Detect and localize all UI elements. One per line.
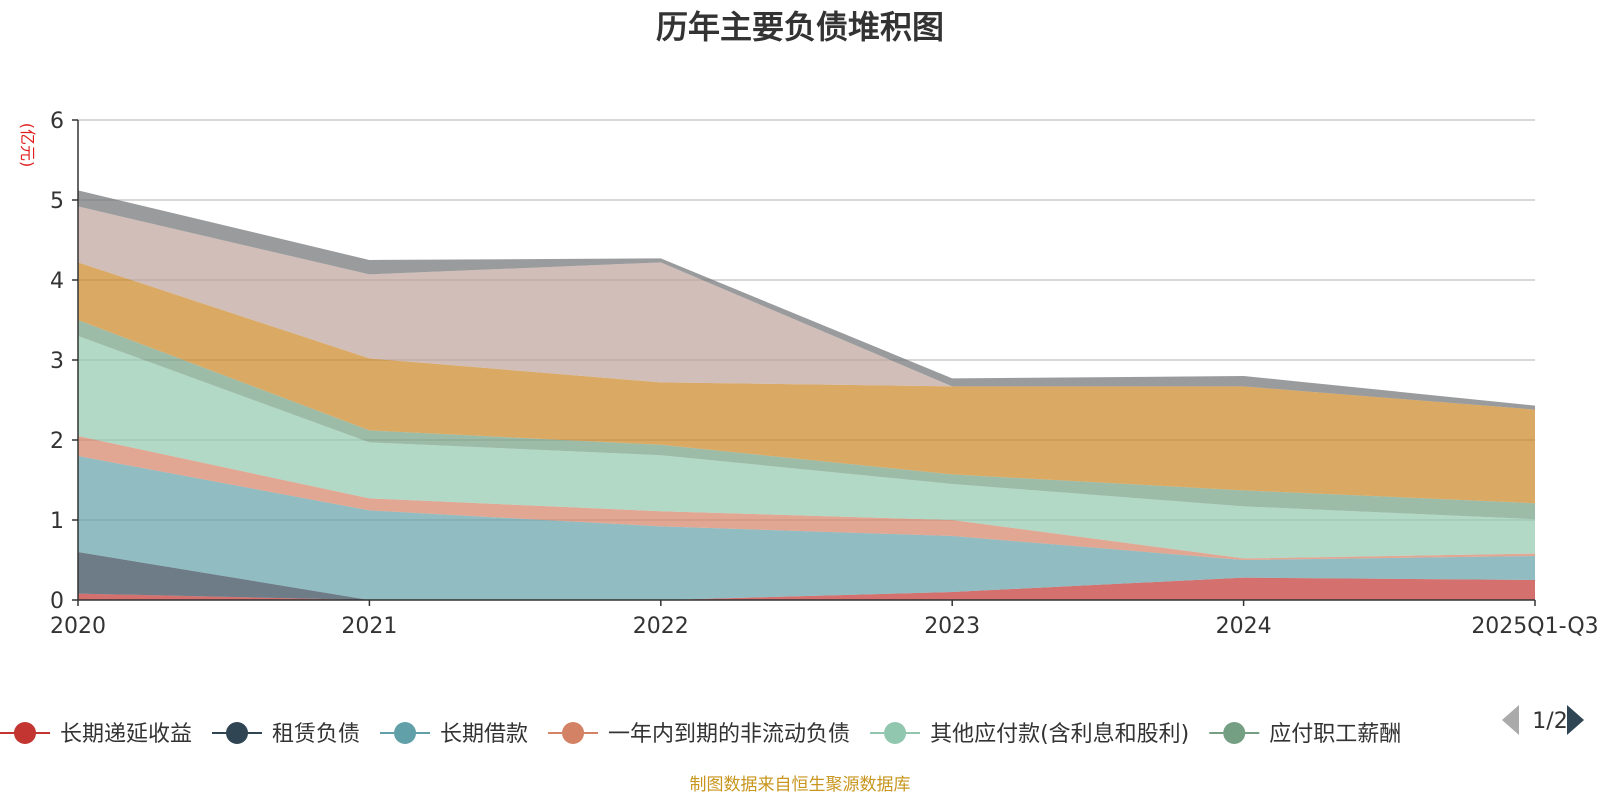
area-series-应付账款 <box>78 262 1535 504</box>
area-series-其他应付款(含利息和股利) <box>78 336 1535 559</box>
legend-marker <box>14 722 36 744</box>
y-tick-label: 3 <box>50 349 64 374</box>
legend-marker <box>562 722 585 744</box>
x-tick-label: 2020 <box>50 614 106 639</box>
legend-marker <box>1223 722 1246 744</box>
y-tick-label: 6 <box>50 109 64 134</box>
legend-item[interactable]: 租赁负债 <box>212 722 360 747</box>
legend-item[interactable]: 长期借款 <box>380 722 528 747</box>
legend-prev-arrow-icon[interactable] <box>1502 705 1519 735</box>
x-tick-label: 2025Q1-Q3 <box>1471 614 1598 639</box>
y-tick-label: 5 <box>50 189 64 214</box>
legend-item[interactable]: 其他应付款(含利息和股利) <box>870 722 1189 747</box>
y-tick-label: 0 <box>50 589 64 614</box>
legend-label: 应付职工薪酬 <box>1269 722 1401 747</box>
legend: 长期递延收益 租赁负债 长期借款 一年内到期的非流动负债 其他应付款(含利息和股利) 应付… <box>0 722 1401 747</box>
y-tick-label: 2 <box>50 429 64 454</box>
y-tick-label: 1 <box>50 509 64 534</box>
legend-label: 长期借款 <box>440 722 528 747</box>
unit-label: (亿元) <box>18 123 37 168</box>
legend-label: 长期递延收益 <box>60 722 192 747</box>
area-series-长期借款 <box>78 456 1535 600</box>
chart-title: 历年主要负债堆积图 <box>656 8 944 46</box>
x-tick-label: 2023 <box>924 614 980 639</box>
area-series <box>78 190 1535 600</box>
legend-marker <box>226 722 249 744</box>
area-series-长期递延收益 <box>78 577 1535 600</box>
area-series-短期借款 <box>78 206 1535 410</box>
legend-label: 其他应付款(含利息和股利) <box>930 722 1189 747</box>
data-source-note: 制图数据来自恒生聚源数据库 <box>690 775 911 795</box>
legend-label: 一年内到期的非流动负债 <box>608 722 850 747</box>
legend-pager: 1/2 <box>1502 705 1584 735</box>
legend-page-indicator: 1/2 <box>1532 709 1567 734</box>
area-series-应付职工薪酬 <box>78 320 1535 520</box>
legend-marker <box>884 722 907 744</box>
legend-item[interactable]: 应付职工薪酬 <box>1209 722 1401 747</box>
axes: 0 1 2 3 4 5 6 2020 2021 2022 2023 2024 2025Q1-Q3 <box>50 109 1599 639</box>
legend-marker <box>394 722 417 744</box>
legend-item[interactable]: 长期递延收益 <box>0 722 192 747</box>
area-series-租赁负债 <box>78 552 1535 600</box>
x-tick-label: 2024 <box>1216 614 1272 639</box>
x-tick-label: 2021 <box>341 614 397 639</box>
legend-label: 租赁负债 <box>272 722 360 747</box>
y-tick-label: 4 <box>50 269 64 294</box>
legend-item[interactable]: 一年内到期的非流动负债 <box>548 722 850 747</box>
x-tick-label: 2022 <box>633 614 689 639</box>
legend-next-arrow-icon[interactable] <box>1567 705 1584 735</box>
